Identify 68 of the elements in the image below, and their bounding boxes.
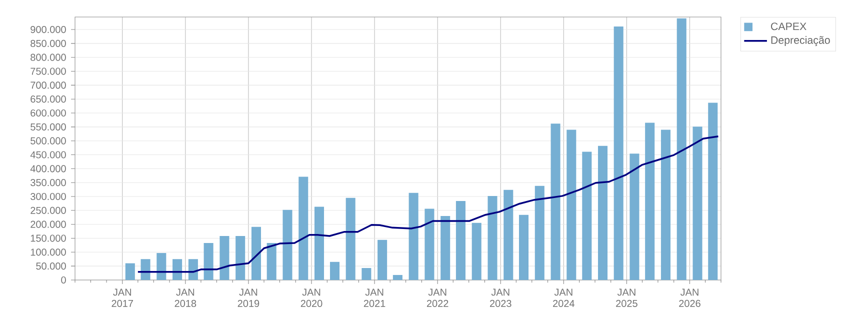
y-tick-label: 100.000 <box>30 248 66 256</box>
bar <box>692 126 702 280</box>
legend-label: Depreciação <box>771 36 830 46</box>
bar <box>440 216 450 280</box>
bar <box>251 226 261 280</box>
y-tick-label: 800.000 <box>30 54 66 61</box>
bar <box>630 154 640 280</box>
x-tick-label: JAN 2020 <box>300 288 322 308</box>
bar <box>534 186 544 280</box>
bar <box>378 240 388 280</box>
bar <box>330 262 340 280</box>
bar <box>566 130 576 280</box>
y-tick-label: 550.000 <box>30 123 66 130</box>
y-tick-label: 350.000 <box>30 179 66 186</box>
x-tick-label: JAN 2022 <box>426 288 448 308</box>
x-tick-label: JAN 2018 <box>174 288 196 308</box>
bar <box>518 214 529 280</box>
bar <box>645 122 655 280</box>
y-tick-label: 650.000 <box>30 96 66 103</box>
bar <box>488 196 498 280</box>
bar <box>298 176 308 280</box>
x-tick-label: JAN 2024 <box>553 288 574 308</box>
bar <box>424 208 434 280</box>
bar <box>582 152 592 280</box>
bar <box>504 190 514 280</box>
bar <box>236 236 246 280</box>
bar <box>472 222 482 280</box>
y-tick-label: 200.000 <box>30 220 66 228</box>
y-tick-label: 300.000 <box>30 192 66 200</box>
bar <box>660 130 670 280</box>
y-tick-label: 150.000 <box>30 234 66 242</box>
bar <box>614 26 624 280</box>
bar <box>362 268 372 280</box>
bar <box>220 236 230 280</box>
bar <box>456 200 466 280</box>
bar <box>266 242 276 280</box>
bar <box>550 124 560 280</box>
bar <box>125 263 135 280</box>
bar <box>346 198 356 280</box>
x-tick-label: JAN 2017 <box>112 288 133 308</box>
bar <box>598 146 608 280</box>
legend-label: CAPEX <box>771 22 806 30</box>
y-tick-label: 600.000 <box>30 109 66 117</box>
x-tick-label: JAN 2019 <box>238 288 260 308</box>
y-tick-label: 400.000 <box>30 165 66 172</box>
x-tick-label: JAN 2025 <box>616 288 638 308</box>
y-tick-label: 250.000 <box>30 206 66 214</box>
y-tick-label: 0 <box>61 276 66 284</box>
bar <box>204 242 214 280</box>
bar <box>392 274 402 280</box>
y-tick-label: 450.000 <box>30 151 66 158</box>
y-tick-label: 900.000 <box>30 26 66 34</box>
y-tick-label: 850.000 <box>30 40 66 47</box>
bar <box>676 18 686 280</box>
x-tick-label: JAN 2021 <box>364 288 386 308</box>
bar <box>708 102 718 280</box>
bar <box>156 252 166 280</box>
bar <box>282 210 292 280</box>
bar <box>172 259 182 280</box>
bar <box>188 259 198 280</box>
x-tick-label: JAN 2026 <box>679 288 700 308</box>
y-tick-label: 700.000 <box>30 82 66 89</box>
y-tick-label: 50.000 <box>36 262 66 270</box>
bar <box>408 192 418 280</box>
y-tick-label: 500.000 <box>30 137 66 144</box>
y-tick-label: 750.000 <box>30 68 66 75</box>
bar <box>314 206 324 280</box>
x-tick-label: JAN 2023 <box>490 288 512 308</box>
